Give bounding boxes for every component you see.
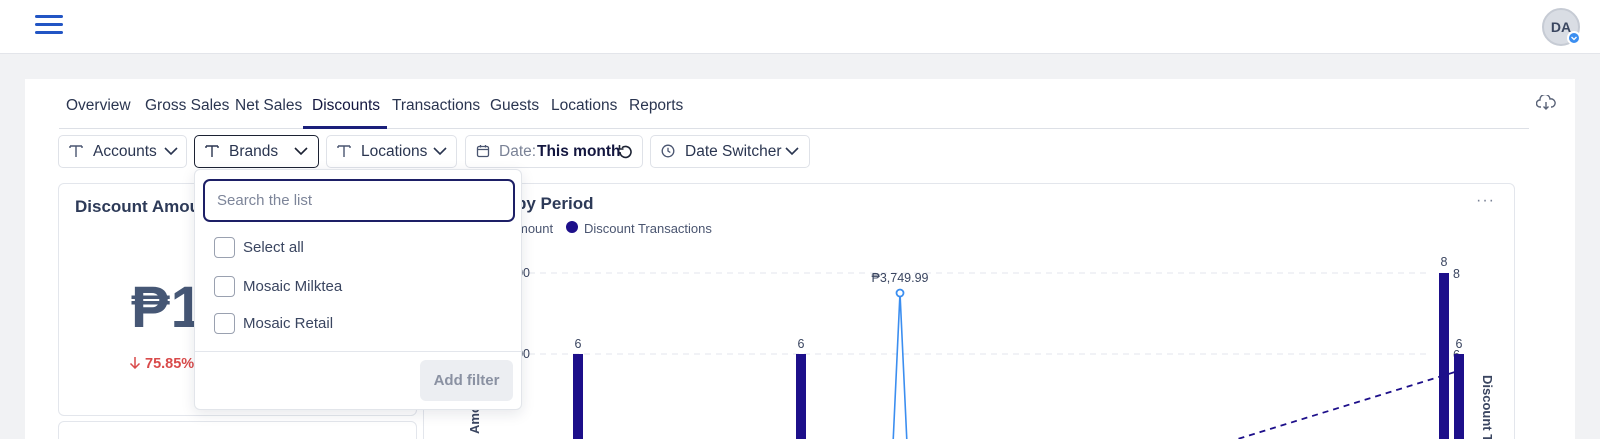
tab-overview[interactable]: Overview — [66, 97, 131, 114]
chevron-down-icon — [294, 147, 308, 156]
delta-percent: 75.85% — [145, 356, 195, 372]
brand-checkbox[interactable] — [214, 276, 235, 297]
bar-transactions-2 — [796, 354, 806, 439]
amount-line — [892, 292, 908, 439]
tab-locations[interactable]: Locations — [551, 97, 618, 114]
bar-label: 6 — [798, 337, 805, 351]
bar-label: 6 — [1456, 337, 1463, 351]
arrow-down-icon — [129, 357, 141, 370]
avatar-initials: DA — [1550, 19, 1572, 35]
tab-gross-sales[interactable]: Gross Sales — [145, 97, 230, 114]
discount-amount-delta: 75.85% — [129, 356, 194, 372]
tab-bar: Overview Gross Sales Net Sales Discounts… — [59, 79, 1529, 129]
more-options-icon[interactable]: ··· — [1476, 192, 1495, 209]
chevron-down-icon — [433, 147, 447, 156]
brand-option-mosaic-milktea[interactable]: Mosaic Milktea — [214, 276, 364, 300]
discounts-chart: 00 00 8 6 Amo Discount T 6 6 8 6 ₱3,749.… — [467, 255, 1495, 439]
locations-filter-label: Locations — [361, 143, 428, 160]
tab-guests[interactable]: Guests — [490, 97, 540, 114]
select-all-checkbox[interactable] — [214, 237, 235, 258]
tab-net-sales[interactable]: Net Sales — [235, 97, 303, 114]
discount-amount-title: Discount Amoun — [75, 197, 211, 216]
add-filter-button[interactable]: Add filter — [420, 360, 513, 401]
chevron-down-icon — [164, 147, 178, 156]
legend-amount: mount — [517, 221, 554, 236]
brand-option-label: Mosaic Milktea — [243, 278, 343, 295]
bar-transactions-1 — [573, 354, 583, 439]
select-all-option[interactable]: Select all — [214, 237, 324, 261]
accounts-filter[interactable]: Accounts — [58, 135, 187, 168]
brand-option-label: Mosaic Retail — [243, 315, 334, 332]
trend-line — [1234, 371, 1456, 439]
date-filter-prefix: Date: — [499, 143, 537, 160]
avatar-check-badge-icon — [1567, 31, 1581, 45]
top-bar: DA — [0, 0, 1600, 54]
dropdown-divider — [195, 351, 521, 352]
tab-transactions[interactable]: Transactions — [392, 97, 481, 114]
secondary-card — [58, 421, 417, 439]
hamburger-menu-icon[interactable] — [35, 13, 65, 35]
tab-discounts[interactable]: Discounts — [312, 97, 381, 114]
y-right-axis-title: Discount T — [1480, 375, 1495, 439]
clock-icon — [661, 144, 675, 158]
date-filter-value: This month — [537, 143, 621, 160]
amount-peak-label: ₱3,749.99 — [872, 271, 929, 285]
bar-transactions-4 — [1454, 354, 1464, 439]
bar-label: 8 — [1441, 255, 1448, 269]
brand-checkbox[interactable] — [214, 313, 235, 334]
select-all-label: Select all — [243, 239, 304, 256]
date-filter[interactable]: Date: This month — [465, 135, 643, 168]
text-type-icon — [337, 145, 351, 157]
active-tab-indicator — [303, 126, 387, 129]
tab-reports[interactable]: Reports — [629, 97, 684, 114]
calendar-icon — [476, 145, 490, 158]
discounts-by-period-card: by Period ··· mount Discount Transaction… — [423, 183, 1515, 439]
chart-title: by Period — [516, 194, 594, 213]
brand-option-mosaic-retail[interactable]: Mosaic Retail — [214, 313, 354, 337]
text-type-icon — [69, 145, 83, 157]
brands-dropdown: Select all Mosaic Milktea Mosaic Retail … — [194, 169, 522, 410]
brands-filter[interactable]: Brands — [194, 135, 319, 168]
brands-search-input[interactable] — [203, 179, 515, 222]
legend-transactions-dot — [566, 221, 578, 233]
date-switcher-filter[interactable]: Date Switcher — [650, 135, 810, 168]
bar-label: 6 — [575, 337, 582, 351]
text-type-icon — [205, 145, 219, 157]
date-switcher-label: Date Switcher — [685, 143, 782, 160]
cloud-download-icon[interactable] — [1536, 95, 1556, 111]
bar-transactions-3 — [1439, 273, 1449, 439]
amount-peak-point — [895, 288, 905, 298]
accounts-filter-label: Accounts — [93, 143, 157, 160]
locations-filter[interactable]: Locations — [326, 135, 457, 168]
y-left-axis-title: Amo — [467, 405, 482, 434]
y-right-tick: 8 — [1453, 267, 1460, 281]
discount-amount-value: ₱1 — [131, 275, 204, 340]
chevron-down-icon — [785, 147, 799, 156]
legend-transactions: Discount Transactions — [584, 221, 712, 236]
reset-refresh-icon[interactable] — [617, 143, 633, 161]
user-avatar[interactable]: DA — [1542, 8, 1581, 46]
brands-filter-label: Brands — [229, 143, 279, 160]
